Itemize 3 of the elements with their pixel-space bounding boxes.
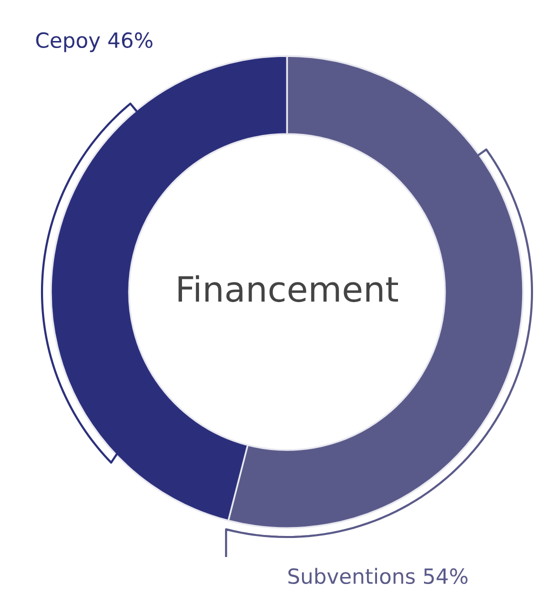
- text: Financement: [178, 275, 398, 302]
- slice-label: Cepoy 46%: [36, 32, 152, 52]
- slice-label: Subventions 54%: [288, 568, 468, 584]
